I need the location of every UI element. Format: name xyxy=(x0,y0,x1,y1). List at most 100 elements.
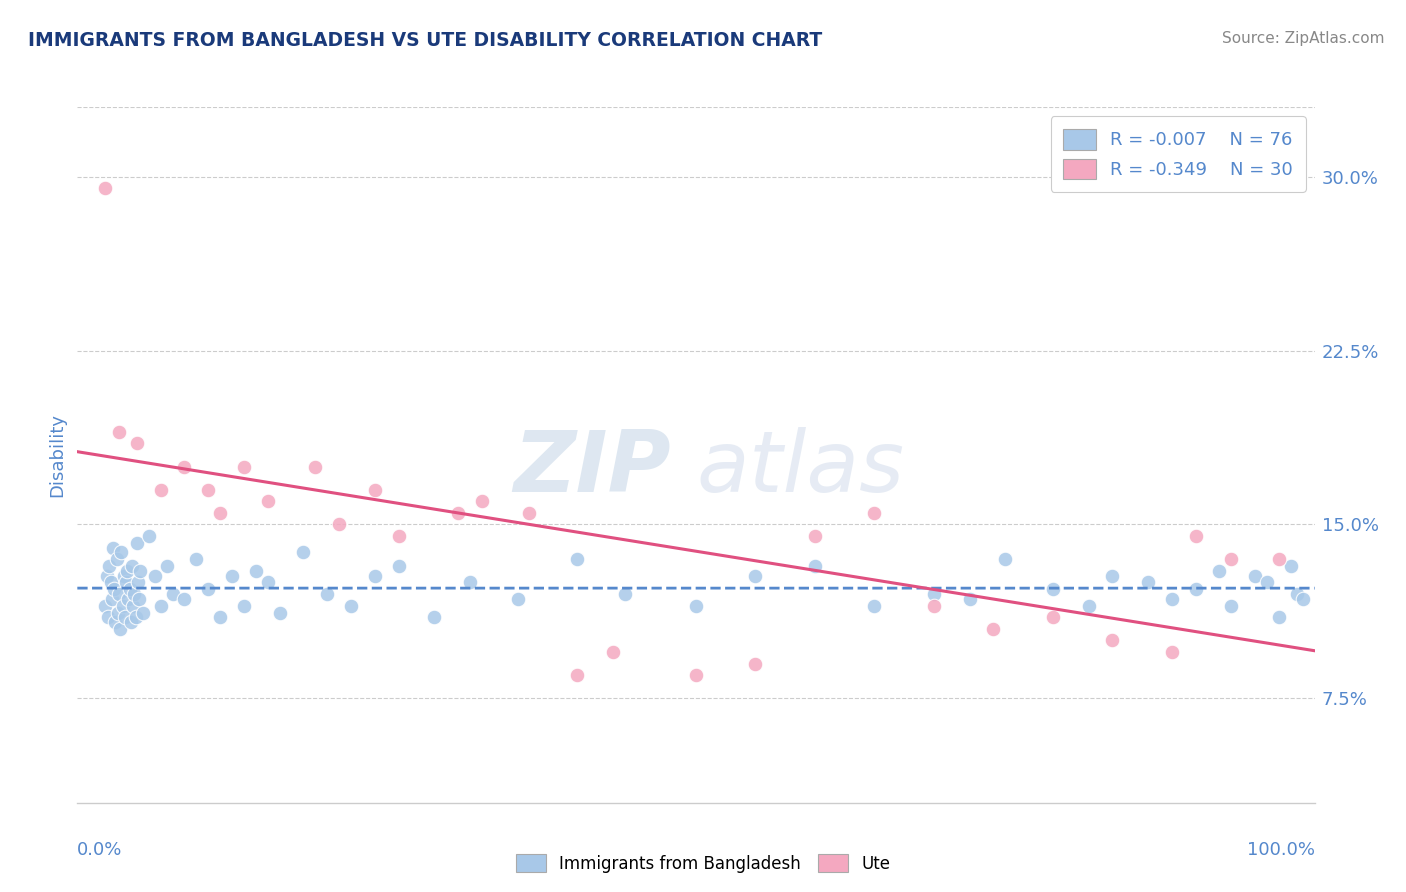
Point xyxy=(458,575,481,590)
Legend: R = -0.007    N = 76, R = -0.349    N = 30: R = -0.007 N = 76, R = -0.349 N = 30 xyxy=(1050,116,1306,192)
Point xyxy=(118,582,141,597)
Point xyxy=(143,568,166,582)
Point xyxy=(1101,633,1123,648)
Point xyxy=(101,591,124,606)
Point xyxy=(387,529,409,543)
Point xyxy=(983,622,1005,636)
Legend: Immigrants from Bangladesh, Ute: Immigrants from Bangladesh, Ute xyxy=(509,847,897,880)
Point xyxy=(364,568,387,582)
Point xyxy=(863,599,886,613)
Point xyxy=(209,610,232,624)
Point xyxy=(804,559,827,574)
Point xyxy=(107,606,129,620)
Point xyxy=(128,591,150,606)
Point xyxy=(129,564,152,578)
Point xyxy=(922,587,945,601)
Point xyxy=(97,610,120,624)
Point xyxy=(155,559,177,574)
Point xyxy=(93,181,115,195)
Point xyxy=(173,459,195,474)
Point xyxy=(108,587,131,601)
Point xyxy=(565,668,588,682)
Point xyxy=(602,645,624,659)
Point xyxy=(149,599,172,613)
Point xyxy=(162,587,184,601)
Point xyxy=(197,582,219,597)
Point xyxy=(117,591,139,606)
Point xyxy=(471,494,494,508)
Point xyxy=(232,459,254,474)
Point xyxy=(197,483,219,497)
Point xyxy=(124,587,146,601)
Point xyxy=(959,591,981,606)
Point xyxy=(124,610,146,624)
Point xyxy=(221,568,243,582)
Point xyxy=(1042,582,1064,597)
Point xyxy=(1256,575,1278,590)
Point xyxy=(209,506,232,520)
Point xyxy=(121,559,143,574)
Point xyxy=(447,506,470,520)
Point xyxy=(1285,587,1308,601)
Point xyxy=(256,494,278,508)
Point xyxy=(96,568,118,582)
Point xyxy=(104,615,127,629)
Point xyxy=(1244,568,1267,582)
Point xyxy=(744,657,766,671)
Point xyxy=(1220,552,1243,566)
Point xyxy=(138,529,160,543)
Point xyxy=(340,599,363,613)
Point xyxy=(103,582,125,597)
Point xyxy=(127,575,149,590)
Point xyxy=(122,599,145,613)
Y-axis label: Disability: Disability xyxy=(48,413,66,497)
Point xyxy=(108,425,131,439)
Point xyxy=(304,459,326,474)
Point xyxy=(125,536,148,550)
Point xyxy=(328,517,350,532)
Point xyxy=(1208,564,1230,578)
Point xyxy=(117,564,139,578)
Text: 0.0%: 0.0% xyxy=(77,841,122,859)
Point xyxy=(108,622,131,636)
Point xyxy=(1184,529,1206,543)
Point xyxy=(994,552,1017,566)
Point xyxy=(922,599,945,613)
Point xyxy=(98,559,121,574)
Point xyxy=(110,545,132,559)
Point xyxy=(804,529,827,543)
Point xyxy=(1160,591,1182,606)
Point xyxy=(1279,559,1302,574)
Point xyxy=(1268,552,1291,566)
Point xyxy=(132,606,155,620)
Point xyxy=(115,575,138,590)
Point xyxy=(112,568,135,582)
Point xyxy=(93,599,115,613)
Text: 100.0%: 100.0% xyxy=(1247,841,1315,859)
Point xyxy=(1101,568,1123,582)
Point xyxy=(1220,599,1243,613)
Point xyxy=(173,591,195,606)
Point xyxy=(613,587,636,601)
Point xyxy=(120,615,142,629)
Point xyxy=(269,606,291,620)
Text: Source: ZipAtlas.com: Source: ZipAtlas.com xyxy=(1222,31,1385,46)
Point xyxy=(292,545,315,559)
Point xyxy=(744,568,766,582)
Text: ZIP: ZIP xyxy=(513,427,671,510)
Point xyxy=(114,610,136,624)
Point xyxy=(685,668,707,682)
Point xyxy=(1268,610,1291,624)
Point xyxy=(519,506,541,520)
Point xyxy=(1292,591,1315,606)
Point xyxy=(1042,610,1064,624)
Point xyxy=(387,559,409,574)
Point xyxy=(100,575,122,590)
Text: IMMIGRANTS FROM BANGLADESH VS UTE DISABILITY CORRELATION CHART: IMMIGRANTS FROM BANGLADESH VS UTE DISABI… xyxy=(28,31,823,50)
Point xyxy=(1184,582,1206,597)
Point xyxy=(149,483,172,497)
Point xyxy=(186,552,208,566)
Point xyxy=(1077,599,1099,613)
Point xyxy=(1160,645,1182,659)
Point xyxy=(506,591,529,606)
